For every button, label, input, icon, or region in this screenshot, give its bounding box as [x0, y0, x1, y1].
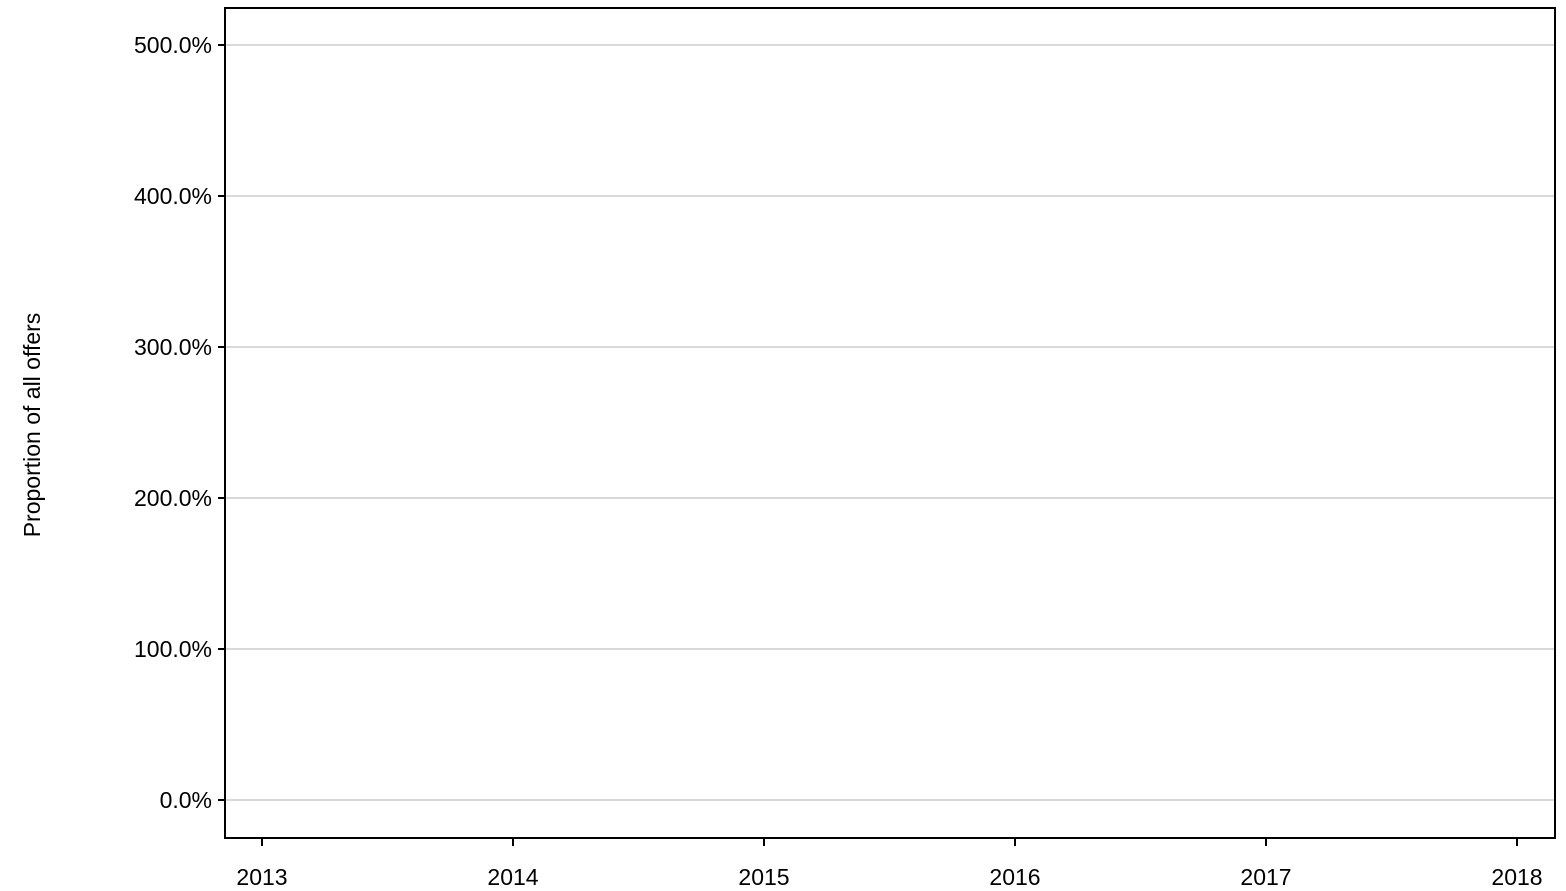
- x-tick-label: 2017: [1240, 864, 1291, 890]
- gridlines: [226, 44, 1554, 801]
- y-axis: 0.0% 100.0% 200.0% 300.0% 400.0% 500.0%: [134, 32, 225, 813]
- x-axis: 2013 2014 2015 2016 2017 2018: [236, 838, 1543, 890]
- x-tick-label: 2014: [487, 864, 538, 890]
- x-tick-label: 2013: [236, 864, 287, 890]
- y-tick-label: 300.0%: [134, 334, 212, 360]
- y-tick-label: 500.0%: [134, 32, 212, 58]
- y-tick-label: 200.0%: [134, 485, 212, 511]
- plot-frame: [224, 7, 1556, 839]
- y-tick-label: 400.0%: [134, 183, 212, 209]
- x-tick-label: 2016: [989, 864, 1040, 890]
- y-tick-label: 0.0%: [160, 787, 212, 813]
- y-axis-title: Proportion of all offers: [19, 313, 45, 538]
- x-tick-label: 2015: [738, 864, 789, 890]
- y-tick-label: 100.0%: [134, 636, 212, 662]
- x-tick-label: 2018: [1491, 864, 1542, 890]
